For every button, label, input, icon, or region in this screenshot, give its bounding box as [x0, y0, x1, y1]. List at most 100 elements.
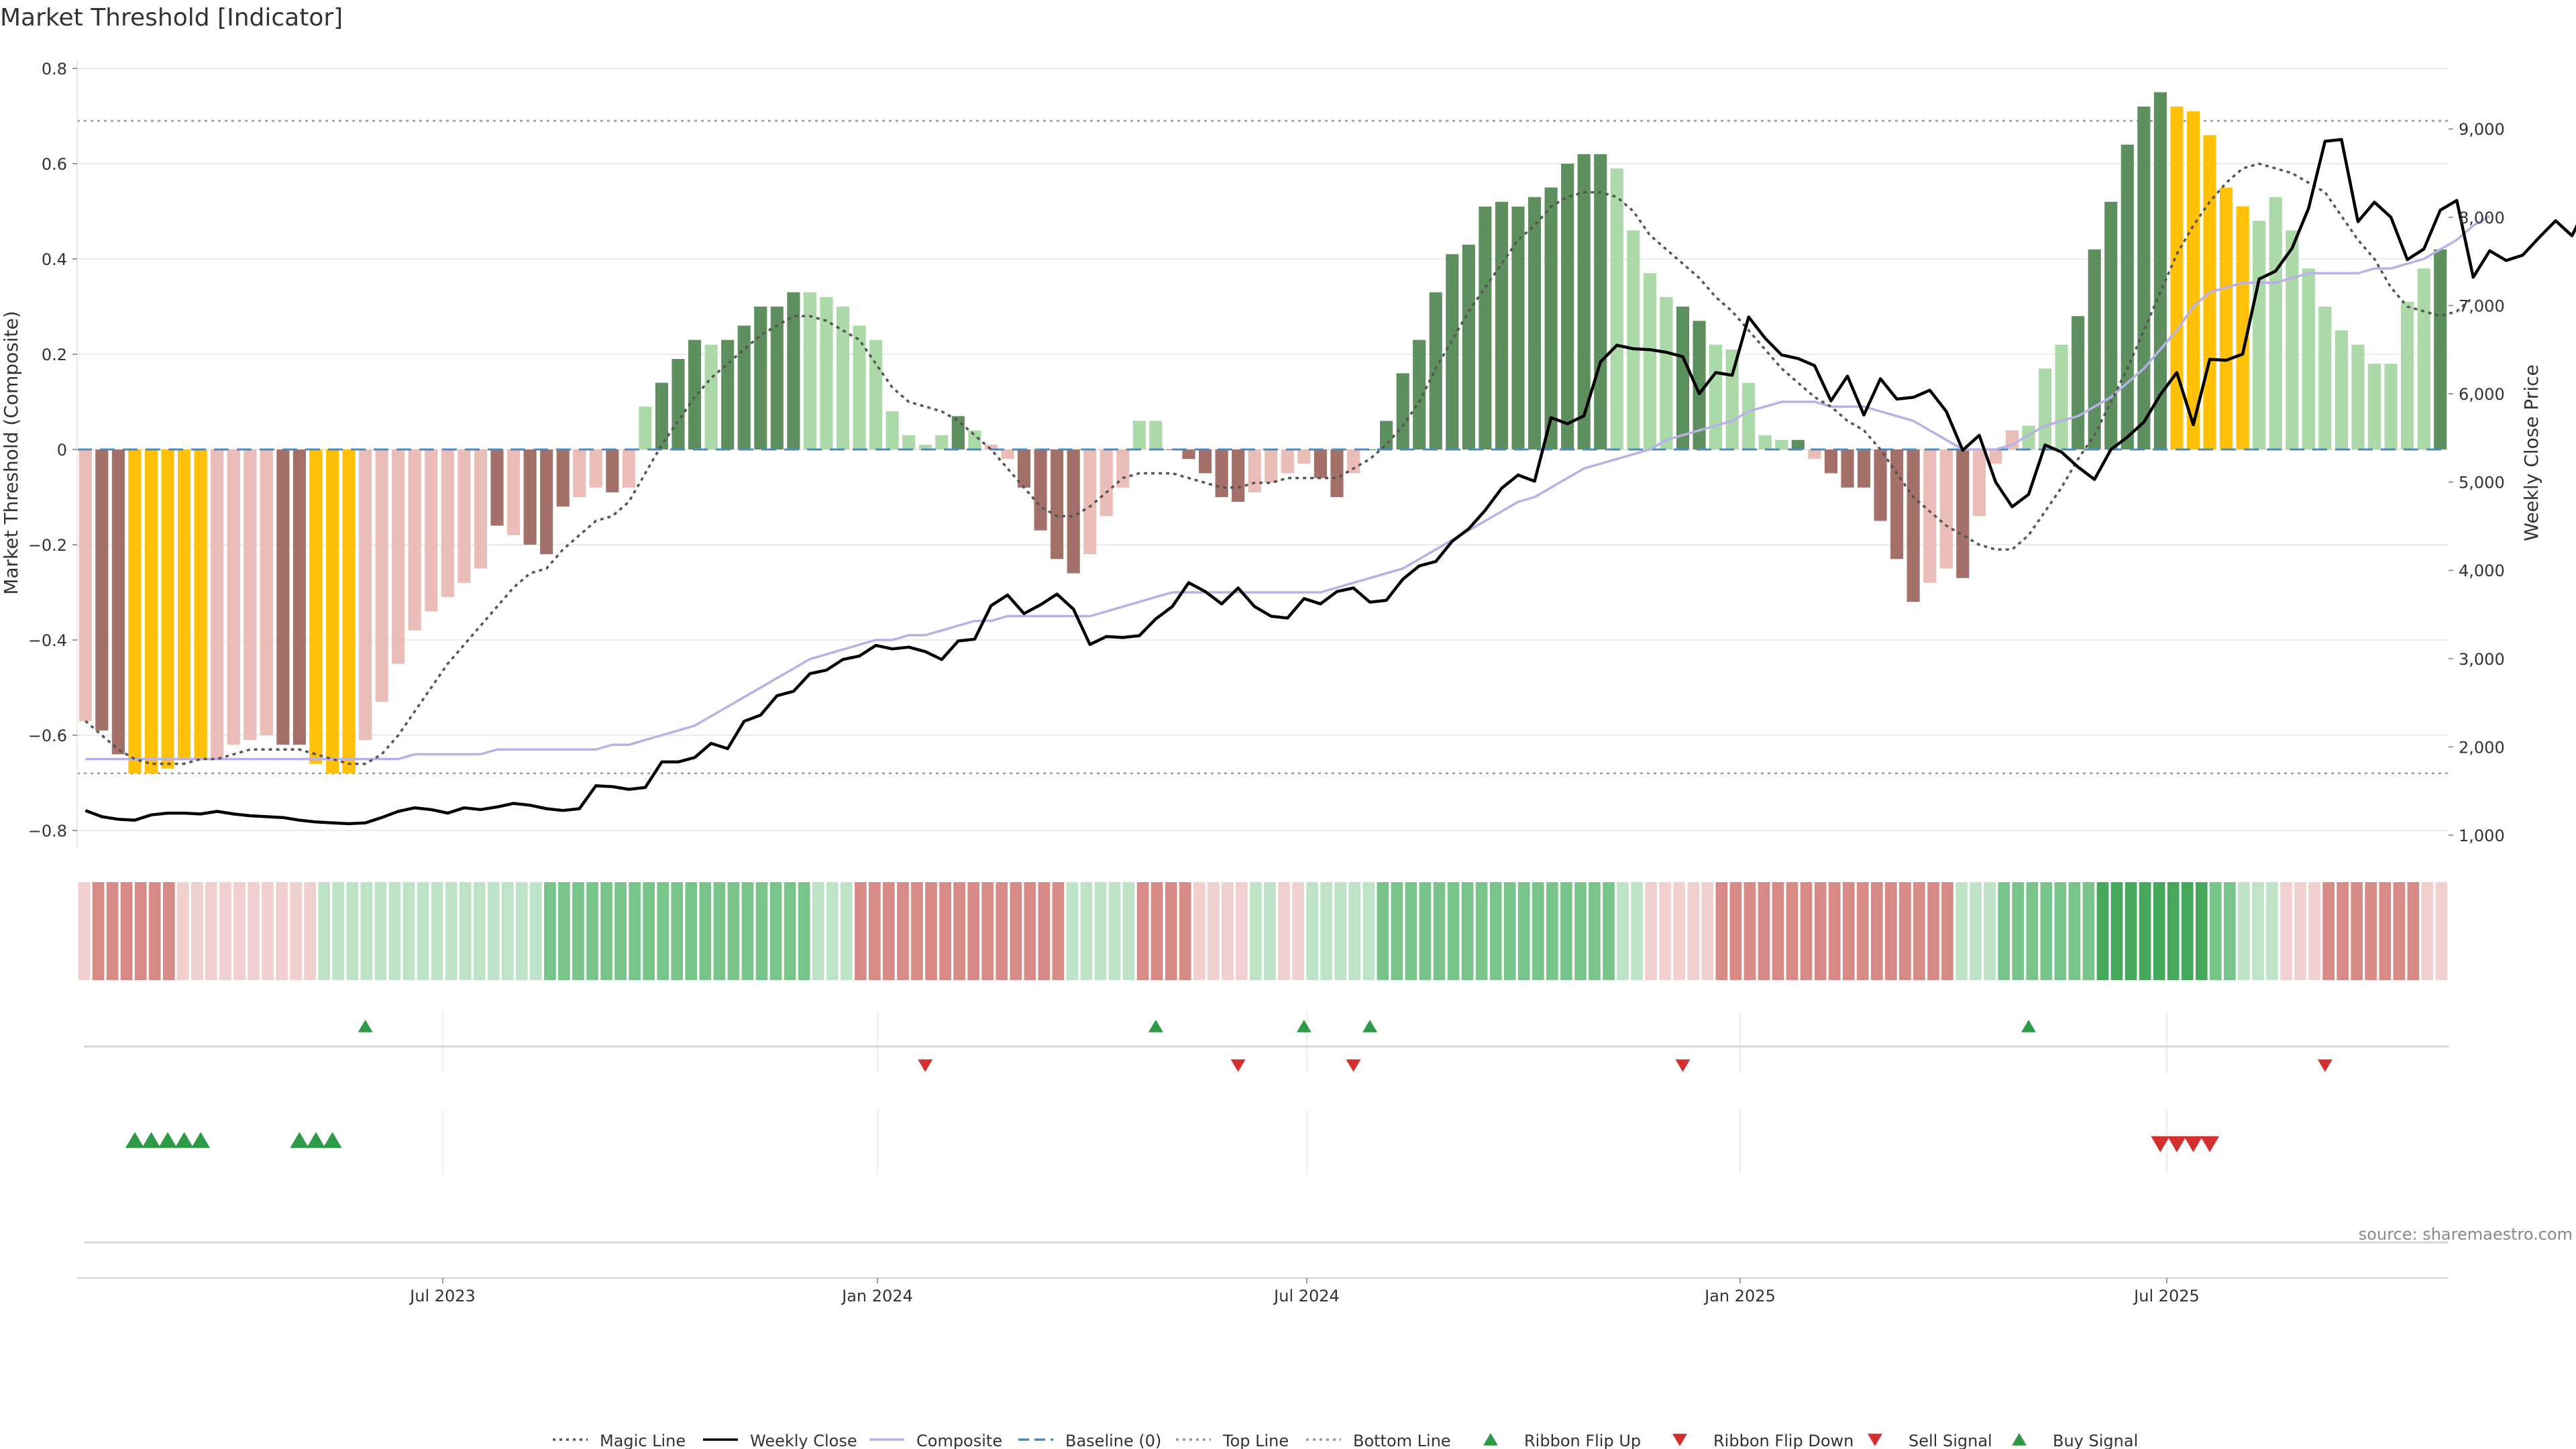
- composite-bar: [425, 449, 438, 612]
- ribbon-cell: [1899, 882, 1911, 980]
- left-tick-label: 0.4: [42, 250, 67, 269]
- ribbon-cell: [2026, 882, 2039, 980]
- ribbon-cell: [120, 882, 133, 980]
- ribbon-cell: [1603, 882, 1615, 980]
- ribbon-cell: [755, 882, 768, 980]
- composite-bar: [2170, 106, 2184, 450]
- composite-bar: [1067, 449, 1080, 574]
- composite-bar: [1775, 439, 1788, 449]
- composite-bar: [803, 292, 816, 449]
- composite-bar: [688, 339, 702, 449]
- composite-bar: [1034, 449, 1047, 531]
- ribbon-flip-down-marker: [1675, 1059, 1690, 1072]
- ribbon-cell: [2153, 882, 2165, 980]
- ribbon-cell: [530, 882, 542, 980]
- composite-bar: [408, 449, 421, 631]
- ribbon-cell: [1532, 882, 1544, 980]
- composite-bar: [227, 449, 240, 745]
- legend-label: Weekly Close: [750, 1432, 857, 1449]
- ribbon-cell: [769, 882, 782, 980]
- buy-signal-marker: [142, 1132, 161, 1148]
- composite-bar: [359, 449, 372, 741]
- ribbon-cell: [1306, 882, 1318, 980]
- ribbon-cell: [2167, 882, 2180, 980]
- ribbon-cell: [106, 882, 119, 980]
- ribbon-cell: [1546, 882, 1558, 980]
- ribbon-cell: [2435, 882, 2448, 980]
- left-tick-label: −0.6: [28, 727, 67, 745]
- legend-label: Sell Signal: [1909, 1432, 1992, 1449]
- ribbon-cell: [2238, 882, 2250, 980]
- ribbon-cell: [78, 882, 91, 980]
- ribbon-cell: [1729, 882, 1742, 980]
- composite-bar: [2269, 197, 2282, 449]
- ribbon-cell: [346, 882, 359, 980]
- legend-label: Magic Line: [600, 1432, 686, 1449]
- composite-bar: [787, 292, 800, 449]
- ribbon-cell: [515, 882, 528, 980]
- ribbon-cell: [798, 882, 810, 980]
- ribbon-cell: [501, 882, 514, 980]
- buy-signal-marker: [191, 1132, 211, 1148]
- composite-bar: [1742, 382, 1756, 449]
- composite-bar: [2055, 344, 2068, 449]
- ribbon-cell: [1998, 882, 2010, 980]
- ribbon-cell: [1052, 882, 1065, 980]
- composite-bar: [2072, 316, 2085, 449]
- ribbon-cell: [2421, 882, 2434, 980]
- composite-bar: [1693, 321, 1706, 449]
- composite-bar: [2153, 92, 2167, 449]
- ribbon-cell: [176, 882, 189, 980]
- composite-bar: [1874, 449, 1887, 521]
- composite-bar: [1841, 449, 1854, 488]
- ribbon-cell: [2110, 882, 2123, 980]
- ribbon-flip-down-marker: [918, 1059, 933, 1072]
- right-tick-label: 3,000: [2459, 650, 2505, 669]
- composite-bar: [2384, 364, 2398, 449]
- ribbon-cell: [1377, 882, 1389, 980]
- composite-bar: [1297, 449, 1311, 464]
- composite-bar: [2417, 268, 2430, 449]
- composite-bar: [672, 359, 685, 449]
- composite-bar: [1281, 449, 1294, 474]
- composite-bar: [1017, 449, 1031, 488]
- ribbon-cell: [205, 882, 217, 980]
- right-tick-label: 7,000: [2459, 297, 2505, 315]
- composite-bar: [1313, 449, 1327, 478]
- legend-marker: [1672, 1434, 1687, 1446]
- composite-bar: [655, 382, 669, 449]
- ribbon-cell: [1617, 882, 1629, 980]
- composite-bar: [1824, 449, 1838, 474]
- left-tick-label: 0.8: [42, 60, 67, 78]
- composite-bar: [1479, 206, 1492, 449]
- ribbon-cell: [1236, 882, 1248, 980]
- ribbon-cell: [657, 882, 669, 980]
- ribbon-cell: [699, 882, 712, 980]
- ribbon-cell: [2195, 882, 2208, 980]
- left-tick-label: −0.8: [28, 822, 67, 841]
- ribbon-flip-down-marker: [2317, 1059, 2332, 1072]
- composite-bar: [1462, 244, 1475, 449]
- ribbon-cell: [191, 882, 203, 980]
- composite-bar: [1791, 439, 1805, 449]
- composite-bar: [1972, 449, 1986, 517]
- composite-bar: [984, 444, 998, 449]
- composite-bar: [1676, 307, 1690, 449]
- composite-bar: [556, 449, 570, 507]
- left-tick-label: −0.2: [28, 536, 67, 555]
- ribbon-cell: [558, 882, 570, 980]
- sell-signal-marker: [2167, 1136, 2186, 1152]
- legend-label: Ribbon Flip Up: [1524, 1432, 1641, 1449]
- ribbon-cell: [869, 882, 881, 980]
- buy-signal-marker: [174, 1132, 194, 1148]
- composite-bar: [1939, 449, 1953, 569]
- ribbon-cell: [544, 882, 556, 980]
- ribbon-cell: [1038, 882, 1051, 980]
- composite-bar: [589, 449, 602, 488]
- composite-bar: [2318, 307, 2332, 449]
- ribbon-cell: [1970, 882, 1982, 980]
- right-tick-label: 9,000: [2459, 120, 2505, 139]
- ribbon-cell: [614, 882, 627, 980]
- composite-bar: [1248, 449, 1261, 492]
- composite-bar: [2253, 221, 2266, 449]
